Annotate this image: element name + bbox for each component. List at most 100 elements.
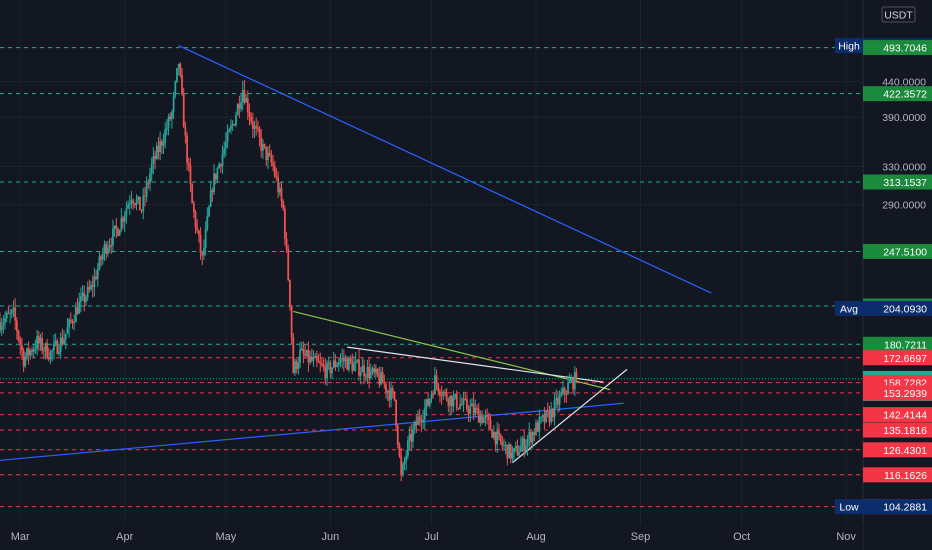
candle-body (381, 372, 384, 383)
price-label-green-dashed[interactable]: 493.7046 (863, 40, 932, 56)
candle-body (162, 142, 165, 146)
candle-body (31, 350, 33, 353)
level-price-value: 247.5100 (883, 246, 927, 258)
candle-body (358, 359, 360, 376)
candle-body (0, 325, 3, 331)
candle-body (447, 399, 450, 406)
candle-body (49, 351, 52, 360)
candle-body (344, 359, 347, 362)
level-price-box (863, 422, 932, 438)
candle-body (548, 411, 551, 422)
price-label-green-dashed[interactable]: 422.3572 (863, 86, 932, 102)
candle-body (319, 362, 322, 364)
candle-body (361, 365, 364, 373)
candle-body (322, 364, 325, 367)
candle-body (123, 215, 126, 222)
time-tick-label: Mar (11, 531, 30, 543)
candle-body (555, 397, 558, 401)
candle-body (250, 116, 253, 122)
trendlines[interactable] (0, 45, 712, 464)
price-label-red-dashed[interactable]: 126.4301 (863, 442, 932, 458)
candle-body (39, 337, 42, 344)
candle-body (304, 353, 306, 356)
level-price-value: 116.1626 (884, 470, 927, 482)
candle-body (90, 285, 92, 290)
candle-body (477, 408, 480, 423)
candle-body (130, 200, 133, 204)
candle-body (339, 358, 342, 363)
time-tick-label: Nov (836, 531, 856, 543)
candle-body (206, 216, 209, 230)
candle-body (150, 163, 153, 174)
candle-body (391, 388, 394, 392)
blue-trendline[interactable] (0, 402, 624, 461)
candle-body (169, 116, 172, 120)
candle-body (496, 431, 499, 445)
level-price-box (863, 407, 932, 423)
candle-body (457, 407, 460, 409)
candle-body (354, 361, 357, 364)
candle-body (302, 348, 305, 354)
candle-body (155, 145, 158, 159)
candle-body (369, 371, 372, 379)
currency-badge[interactable]: USDT (881, 6, 916, 23)
candle-body (27, 348, 30, 356)
candle-body (46, 343, 49, 358)
price-label-red-dashed[interactable]: 153.2939 (863, 385, 932, 401)
candle-body (565, 393, 568, 395)
marker-price-box (863, 300, 932, 316)
price-label-red-dashed[interactable]: 142.4144 (863, 407, 932, 423)
white-trendline[interactable] (347, 346, 604, 383)
level-price-value: 313.1537 (883, 177, 927, 189)
candle-body (280, 188, 283, 201)
candle-body (400, 455, 403, 475)
candle-body (380, 372, 382, 385)
price-label-red-dashed[interactable]: 116.1626 (863, 467, 932, 483)
candle-body (486, 415, 489, 417)
blue-trendline[interactable] (178, 45, 712, 294)
candle-body (103, 244, 106, 254)
green-trendline[interactable] (293, 310, 611, 391)
price-axis[interactable]: 440.0000390.0000330.0000290.0000180.0000… (835, 0, 932, 550)
candle-body (425, 399, 428, 408)
candle-body (238, 104, 241, 109)
candle-body (481, 415, 483, 423)
price-label-red-dashed[interactable]: 172.6697 (863, 350, 932, 366)
candle-body (122, 217, 124, 222)
candle-body (201, 252, 204, 256)
time-tick-label: May (215, 531, 236, 543)
candle-body (518, 452, 521, 456)
level-price-value: 422.3572 (883, 89, 927, 101)
candle-body (105, 244, 108, 254)
candle-body (405, 455, 408, 462)
candle-body (359, 372, 362, 376)
candle-body (482, 417, 485, 423)
candle-body (59, 337, 62, 352)
candle-body (204, 229, 207, 248)
candle-body (108, 245, 111, 249)
candle-body (245, 98, 247, 103)
price-label-green-dashed[interactable]: 313.1537 (863, 174, 932, 190)
candle-body (93, 276, 96, 288)
candle-body (36, 336, 38, 349)
candle-body (363, 365, 365, 377)
time-axis[interactable]: Mar Apr May Jun Jul Aug Sep Oct Nov (0, 525, 863, 550)
candle-body (213, 173, 215, 193)
level-price-value: 135.1816 (883, 425, 927, 437)
price-label-low[interactable]: Low 104.2881 (835, 499, 932, 515)
candle-body (498, 431, 500, 435)
candle-body (374, 368, 377, 373)
price-label-green-dashed[interactable]: 180.7211 (863, 336, 932, 352)
candle-body (44, 343, 47, 351)
candle-body (64, 333, 67, 340)
price-label-green-dashed[interactable]: 247.5100 (863, 243, 932, 259)
candle-body (430, 393, 433, 399)
price-label-red-dashed[interactable]: 135.1816 (863, 422, 932, 438)
candle-body (371, 368, 374, 372)
candle-body (61, 337, 64, 344)
price-label-avg[interactable]: Avg 204.0930 (835, 300, 932, 316)
candle-body (118, 230, 121, 236)
white-trendline[interactable] (512, 368, 628, 464)
